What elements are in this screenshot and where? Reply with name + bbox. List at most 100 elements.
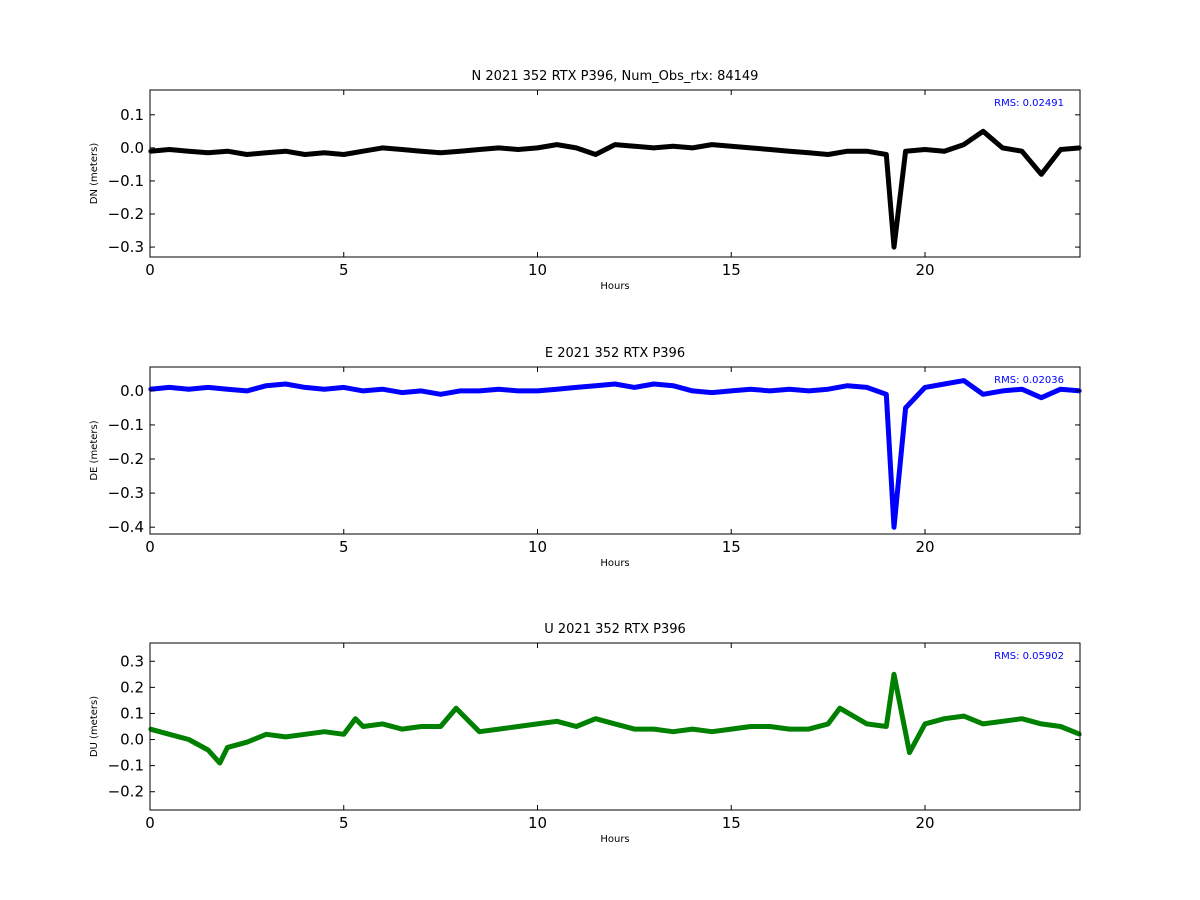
up-data-point — [1020, 717, 1024, 721]
up-data-point — [787, 727, 791, 731]
up-data-point — [838, 706, 842, 710]
north-data-point — [749, 146, 753, 150]
up-data-point — [245, 740, 249, 744]
north-data-point — [400, 148, 404, 151]
up-data-point — [632, 727, 636, 731]
east-data-point — [826, 387, 830, 391]
up-x-tick-label: 10 — [528, 814, 547, 832]
up-data-point — [353, 717, 357, 721]
north-data-point — [419, 149, 423, 153]
north-data-point — [671, 144, 675, 148]
east-data-point — [516, 389, 520, 393]
north-data-point — [555, 143, 559, 147]
east-data-point — [691, 389, 694, 393]
east-data-point — [439, 392, 443, 396]
up-data-point — [942, 717, 946, 721]
east-x-tick-label: 10 — [528, 538, 547, 556]
up-data-point — [1001, 719, 1004, 723]
north-data-point — [594, 153, 598, 156]
east-data-point — [419, 389, 423, 393]
east-chart-title: E 2021 352 RTX P396 — [545, 346, 685, 361]
east-x-tick-label: 15 — [722, 538, 741, 556]
north-data-point — [264, 151, 268, 155]
north-x-tick-label: 5 — [339, 261, 349, 279]
east-series-line — [149, 378, 1081, 530]
north-data-point — [787, 149, 791, 153]
up-rms-label: RMS: 0.05902 — [994, 651, 1064, 662]
up-plot-area — [150, 643, 1080, 810]
up-x-tick-label: 15 — [722, 814, 741, 832]
north-y-axis-label: DN (meters) — [89, 143, 100, 205]
up-data-point — [962, 714, 966, 718]
north-data-point — [962, 143, 966, 147]
up-data-point — [536, 722, 539, 726]
up-data-point — [400, 727, 404, 731]
east-y-tick-label: −0.3 — [108, 484, 144, 502]
up-data-point — [477, 730, 481, 734]
east-plot-area — [150, 367, 1080, 534]
east-x-tick-label: 20 — [915, 538, 934, 556]
north-data-point — [981, 129, 985, 133]
up-data-point — [865, 722, 869, 726]
north-data-point — [187, 149, 191, 153]
up-data-point — [226, 745, 229, 749]
north-data-point — [923, 148, 927, 151]
north-x-tick-label: 15 — [722, 261, 741, 279]
east-data-point — [729, 389, 733, 393]
north-data-point — [904, 149, 908, 153]
north-data-point — [342, 153, 346, 156]
east-data-point — [342, 385, 346, 389]
north-data-point — [807, 151, 811, 155]
north-data-point — [1001, 146, 1004, 150]
up-chart-title: U 2021 352 RTX P396 — [544, 622, 686, 637]
north-data-point — [865, 149, 869, 153]
up-data-point — [322, 730, 326, 734]
east-data-point — [768, 389, 772, 393]
east-data-point — [962, 379, 966, 383]
up-x-tick-label: 20 — [915, 814, 934, 832]
east-x-tick-label: 0 — [145, 538, 155, 556]
north-data-point — [613, 143, 617, 147]
east-data-point — [187, 387, 191, 391]
up-y-tick-label: −0.2 — [108, 783, 144, 801]
up-data-point — [206, 748, 210, 752]
north-plot-area — [150, 90, 1080, 257]
east-data-point — [264, 384, 268, 388]
east-data-point — [536, 389, 539, 393]
north-data-point — [826, 153, 830, 156]
north-y-tick-label: −0.1 — [108, 172, 144, 190]
up-data-point — [1059, 725, 1063, 728]
up-axes-frame — [149, 642, 1081, 811]
north-data-point — [574, 146, 578, 150]
north-axes-frame — [149, 89, 1081, 258]
north-rms-label: RMS: 0.02491 — [994, 98, 1064, 109]
up-data-point — [381, 722, 384, 726]
up-data-point — [691, 727, 694, 731]
up-data-point — [594, 717, 598, 721]
east-data-point — [892, 525, 896, 529]
north-data-point — [892, 245, 896, 249]
east-data-point — [652, 382, 656, 386]
up-data-point — [516, 725, 520, 728]
east-data-point — [226, 387, 229, 391]
north-data-point — [536, 146, 539, 150]
north-y-tick-label: −0.3 — [108, 238, 144, 256]
east-y-axis-label: DE (meters) — [89, 420, 100, 480]
east-data-point — [613, 382, 617, 386]
north-data-point — [1020, 149, 1024, 153]
up-data-point — [981, 722, 985, 726]
north-data-point — [284, 149, 288, 153]
up-data-point — [826, 722, 830, 726]
north-data-point — [691, 146, 694, 150]
up-y-tick-label: 0.0 — [120, 731, 144, 749]
north-y-tick-label: 0.0 — [120, 139, 144, 157]
up-data-point — [419, 725, 423, 728]
east-data-point — [904, 406, 908, 410]
north-x-tick-label: 20 — [915, 261, 934, 279]
up-x-tick-label: 0 — [145, 814, 155, 832]
north-data-point — [884, 153, 888, 156]
east-data-point — [787, 387, 791, 391]
up-data-point — [361, 725, 365, 728]
east-data-point — [1020, 387, 1024, 391]
north-data-point — [652, 146, 656, 150]
